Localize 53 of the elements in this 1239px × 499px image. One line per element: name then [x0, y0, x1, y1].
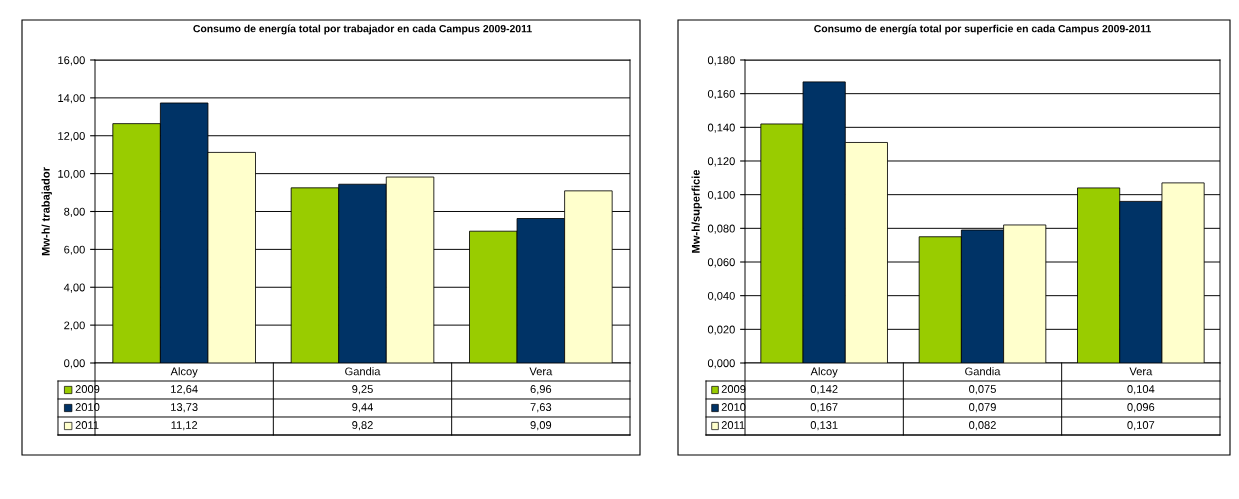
x-tick-label: Alcoy [170, 367, 198, 378]
chart-title: Consumo de energía total por superficie en cada Campus 2009-2011 [814, 24, 1151, 35]
data-label: 0,107 [1127, 421, 1155, 431]
y-axis-title: Mw-h/superficie [691, 169, 702, 253]
data-label: 12,64 [171, 385, 198, 395]
data-label: 0,082 [969, 421, 996, 431]
data-label: 0,075 [969, 385, 996, 395]
data-label: 13,73 [171, 403, 198, 413]
chart-title: Consumo de energía total por trabajador en cada Campus 2009-2011 [193, 24, 532, 35]
legend-label: 2011 [75, 421, 99, 429]
y-tick-label: 0,120 [707, 157, 735, 167]
y-tick-label: 12,00 [58, 132, 85, 142]
x-tick-label: Gandia [965, 367, 1001, 376]
data-label: 0,131 [810, 421, 838, 431]
y-tick-label: 0,00 [64, 359, 85, 369]
y-tick-label: 0,160 [707, 89, 735, 100]
legend-label: 2009 [75, 385, 100, 393]
y-tick-label: 8,00 [64, 207, 85, 217]
data-label: 0,104 [1127, 385, 1155, 395]
y-tick-label: 2,00 [64, 321, 85, 331]
y-tick-label: 10,00 [58, 169, 85, 180]
data-label: 9,82 [352, 421, 373, 431]
legend-label: 2011 [721, 421, 745, 429]
data-label: 0,167 [810, 403, 838, 413]
y-tick-label: 14,00 [58, 94, 85, 104]
data-label: 0,096 [1127, 403, 1155, 413]
y-tick-label: 6,00 [64, 245, 85, 255]
data-label: 7,63 [530, 403, 552, 413]
y-tick-label: 0,100 [707, 190, 735, 201]
data-label: 0,142 [810, 385, 838, 395]
y-tick-label: 4,00 [63, 283, 85, 293]
x-tick-label: Vera [529, 367, 553, 376]
data-label: 9,09 [530, 421, 552, 431]
x-tick-label: Alcoy [810, 367, 838, 378]
y-tick-label: 0,060 [707, 258, 735, 268]
y-tick-label: 0,020 [707, 325, 735, 335]
y-tick-label: 0,080 [707, 224, 735, 234]
y-tick-label: 0,040 [707, 291, 735, 302]
legend-label: 2010 [75, 403, 100, 411]
data-label: 9,25 [352, 385, 373, 395]
x-tick-label: Vera [1129, 367, 1153, 376]
data-label: 6,96 [530, 385, 552, 395]
y-tick-label: 0,140 [707, 123, 735, 133]
y-tick-label: 0,000 [707, 359, 735, 369]
data-label: 11,12 [171, 421, 198, 431]
y-tick-label: 16,00 [58, 56, 85, 66]
x-tick-label: Gandia [345, 367, 381, 376]
y-axis-title: Mw-h/ trabajador [41, 167, 52, 256]
legend-label: 2010 [721, 403, 746, 411]
legend-label: 2009 [721, 385, 746, 393]
y-tick-label: 0,180 [707, 56, 735, 66]
data-label: 0,079 [969, 403, 996, 413]
data-label: 9,44 [352, 403, 373, 413]
